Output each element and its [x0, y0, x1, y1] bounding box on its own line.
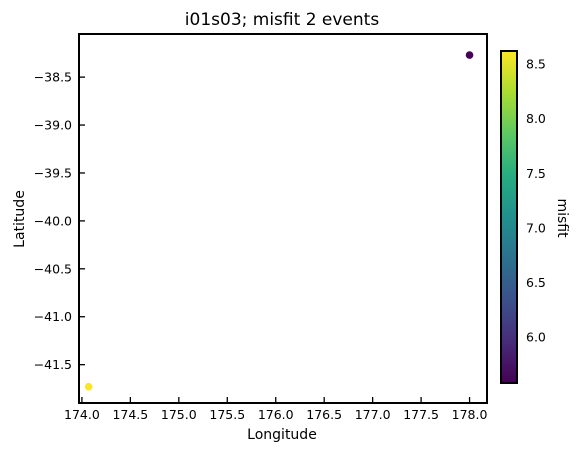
colorbar-tick-label: 6.5	[526, 275, 546, 290]
x-tick-label: 175.5	[209, 407, 245, 422]
colorbar	[500, 50, 518, 384]
x-axis-label: Longitude	[247, 427, 317, 443]
y-tick-label: −41.0	[34, 309, 72, 324]
x-tick-label: 174.0	[64, 407, 100, 422]
data-points	[84, 51, 474, 391]
x-tick-label: 176.0	[258, 407, 294, 422]
x-tick-label: 175.0	[161, 407, 197, 422]
colorbar-label: misfit	[554, 198, 570, 238]
colorbar-tick-label: 7.0	[526, 220, 546, 235]
y-tick-label: −40.5	[34, 261, 72, 276]
plot-frame	[78, 33, 488, 404]
y-tick-label: −40.0	[34, 213, 72, 228]
y-tick-label: −38.5	[34, 70, 72, 85]
x-tick-label: 177.5	[403, 407, 439, 422]
colorbar-tick-label: 8.5	[526, 57, 546, 72]
y-tick-label: −39.5	[34, 165, 72, 180]
x-axis-ticks: 174.0 174.5 175.0 175.5 176.0 176.5 177.0 177.5…	[64, 397, 487, 422]
x-tick-label: 177.0	[355, 407, 391, 422]
y-tick-label: −41.5	[34, 357, 72, 372]
y-tick-label: −39.0	[34, 118, 72, 133]
colorbar-tick-label: 6.0	[526, 330, 546, 345]
y-axis-ticks: −38.5 −39.0 −39.5 −40.0 −40.5 −41.0 −41.5	[34, 70, 85, 372]
x-tick-label: 176.5	[306, 407, 342, 422]
chart-title: i01s03; misfit 2 events	[185, 10, 380, 30]
colorbar-tick-label: 8.0	[526, 111, 546, 126]
x-tick-label: 178.0	[452, 407, 488, 422]
colorbar-ticks: 6.0 6.5 7.0 7.5 8.0 8.5	[513, 57, 546, 345]
colorbar-tick-label: 7.5	[526, 166, 546, 181]
data-point	[84, 382, 93, 391]
x-tick-label: 174.5	[112, 407, 148, 422]
y-axis-label: Latitude	[12, 190, 28, 248]
data-point	[465, 51, 474, 59]
